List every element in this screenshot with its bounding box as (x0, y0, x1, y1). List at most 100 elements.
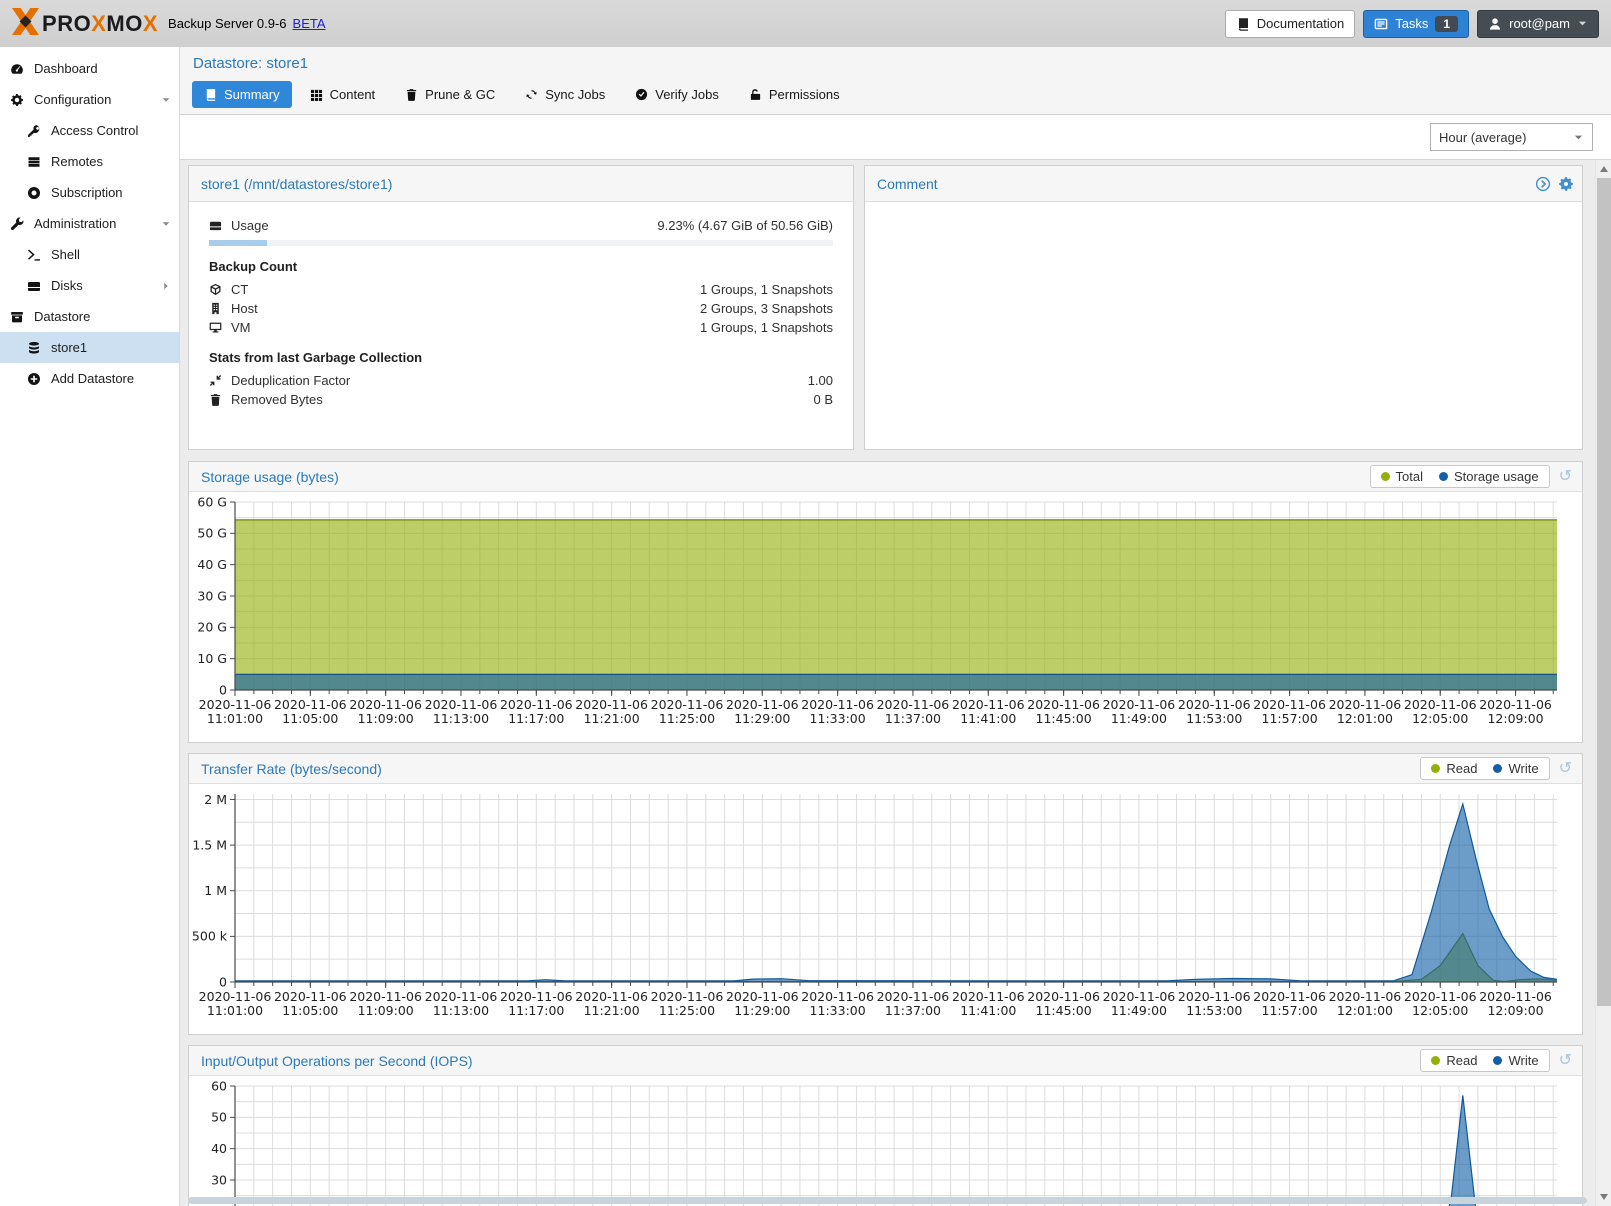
chart-panel-iops: Input/Output Operations per Second (IOPS… (188, 1045, 1583, 1206)
svg-text:11:09:00: 11:09:00 (358, 711, 414, 726)
sidebar-item-shell[interactable]: Shell (0, 239, 179, 270)
panel-header: Input/Output Operations per Second (IOPS… (189, 1046, 1582, 1076)
legend-item-total[interactable]: Total (1380, 469, 1423, 484)
tab-prune-gc[interactable]: Prune & GC (393, 81, 507, 108)
sidebar-item-administration[interactable]: Administration (0, 208, 179, 239)
svg-text:12:09:00: 12:09:00 (1487, 711, 1543, 726)
svg-text:20 G: 20 G (197, 620, 227, 635)
documentation-button[interactable]: Documentation (1224, 9, 1356, 38)
usage-progress-fill (209, 240, 267, 246)
sidebar-item-configuration[interactable]: Configuration (0, 84, 179, 115)
backup-count-heading: Backup Count (209, 259, 298, 274)
tab-sync-jobs[interactable]: Sync Jobs (513, 81, 617, 108)
svg-text:2020-11-06: 2020-11-06 (199, 989, 272, 1004)
vertical-scrollbar[interactable] (1595, 160, 1611, 1206)
tab-verify-jobs[interactable]: Verify Jobs (623, 81, 731, 108)
time-range-select[interactable]: Hour (average) (1430, 123, 1593, 151)
building-icon (209, 302, 225, 315)
trash-icon (405, 88, 418, 101)
panel-header: Transfer Rate (bytes/second) Read Write ↺ (189, 754, 1582, 784)
legend-item-read[interactable]: Read (1431, 761, 1477, 776)
stat-label: Deduplication Factor (231, 373, 351, 388)
tab-permissions[interactable]: Permissions (737, 81, 852, 108)
sidebar-item-subscription[interactable]: Subscription (0, 177, 179, 208)
stat-row-vm: VM 1 Groups, 1 Snapshots (209, 318, 833, 337)
chevron-down-icon[interactable] (161, 95, 171, 105)
stat-value: 2 Groups, 3 Snapshots (700, 301, 833, 316)
beta-link[interactable]: BETA (292, 16, 326, 31)
tab-content[interactable]: Content (298, 81, 388, 108)
svg-text:2020-11-06: 2020-11-06 (1404, 989, 1477, 1004)
legend-label: Write (1508, 1053, 1539, 1068)
undo-zoom-button[interactable]: ↺ (1558, 467, 1572, 485)
legend-item-storage-usage[interactable]: Storage usage (1439, 469, 1539, 484)
unlock-icon (749, 88, 762, 101)
svg-text:2020-11-06: 2020-11-06 (651, 989, 724, 1004)
sidebar-item-add-datastore[interactable]: Add Datastore (0, 363, 179, 394)
legend-item-write[interactable]: Write (1493, 761, 1539, 776)
sidebar-item-datastore[interactable]: Datastore (0, 301, 179, 332)
svg-text:11:41:00: 11:41:00 (960, 1003, 1016, 1018)
legend-item-read[interactable]: Read (1431, 1053, 1477, 1068)
svg-text:11:29:00: 11:29:00 (734, 711, 790, 726)
scroll-region: store1 (/mnt/datastores/store1) Usage 9.… (180, 160, 1611, 1206)
svg-text:60: 60 (211, 1078, 227, 1093)
chart-body-iops: 01020304050602020-11-0611:01:002020-11-0… (189, 1076, 1582, 1206)
chart-canvas-storage-usage[interactable]: 010 G20 G30 G40 G50 G60 G2020-11-0611:01… (189, 492, 1580, 742)
sidebar-item-label: Subscription (51, 185, 123, 200)
svg-text:2 M: 2 M (204, 792, 227, 807)
triangle-down-icon (1600, 1194, 1608, 1200)
svg-text:40 G: 40 G (197, 557, 227, 572)
sidebar-item-remotes[interactable]: Remotes (0, 146, 179, 177)
svg-text:11:21:00: 11:21:00 (584, 711, 640, 726)
sidebar-item-dashboard[interactable]: Dashboard (0, 53, 179, 84)
sidebar-item-store1[interactable]: store1 (0, 332, 179, 363)
svg-text:11:25:00: 11:25:00 (659, 711, 715, 726)
chevron-down-icon[interactable] (161, 219, 171, 229)
product-name: Backup Server 0.9-6 (168, 16, 287, 31)
svg-text:2020-11-06: 2020-11-06 (1479, 697, 1552, 712)
tab-summary[interactable]: Summary (192, 81, 292, 108)
chart-legend: Read Write (1420, 757, 1550, 780)
usage-value: 9.23% (4.67 GiB of 50.56 GiB) (657, 218, 833, 233)
scroll-up-arrow[interactable] (1596, 161, 1611, 177)
svg-text:11:37:00: 11:37:00 (885, 1003, 941, 1018)
scroll-down-arrow[interactable] (1596, 1189, 1611, 1205)
svg-text:11:53:00: 11:53:00 (1186, 1003, 1242, 1018)
svg-text:11:33:00: 11:33:00 (810, 1003, 866, 1018)
svg-text:2020-11-06: 2020-11-06 (877, 697, 950, 712)
page-title: Datastore: store1 (193, 55, 309, 72)
svg-text:11:21:00: 11:21:00 (584, 1003, 640, 1018)
svg-text:12:01:00: 12:01:00 (1337, 711, 1393, 726)
svg-text:11:25:00: 11:25:00 (659, 1003, 715, 1018)
legend-dot (1493, 1056, 1503, 1065)
usage-row: Usage 9.23% (4.67 GiB of 50.56 GiB) (209, 216, 833, 235)
stat-value: 1 Groups, 1 Snapshots (700, 282, 833, 297)
sidebar-item-access-control[interactable]: Access Control (0, 115, 179, 146)
undo-zoom-button[interactable]: ↺ (1558, 759, 1572, 777)
legend-item-write[interactable]: Write (1493, 1053, 1539, 1068)
vertical-scrollbar-thumb[interactable] (1597, 178, 1611, 1006)
sidebar-item-disks[interactable]: Disks (0, 270, 179, 301)
user-menu-button[interactable]: root@pam (1477, 9, 1599, 38)
expand-comment-button[interactable] (1535, 176, 1551, 192)
chart-canvas-iops[interactable]: 01020304050602020-11-0611:01:002020-11-0… (189, 1076, 1580, 1206)
wrench-icon (10, 217, 27, 231)
terminal-icon (27, 248, 44, 262)
svg-text:11:45:00: 11:45:00 (1036, 1003, 1092, 1018)
svg-text:500 k: 500 k (192, 929, 228, 944)
comment-settings-button[interactable] (1558, 176, 1574, 192)
panel-header: store1 (/mnt/datastores/store1) (189, 166, 853, 202)
svg-text:40: 40 (211, 1141, 227, 1156)
tasks-button[interactable]: Tasks 1 (1363, 9, 1470, 38)
tab-label: Summary (224, 87, 280, 102)
horizontal-scrollbar-thumb[interactable] (188, 1197, 1587, 1204)
chevron-right-icon[interactable] (161, 281, 171, 291)
undo-zoom-button[interactable]: ↺ (1558, 1051, 1572, 1069)
time-range-value: Hour (average) (1439, 129, 1527, 145)
svg-text:2020-11-06: 2020-11-06 (349, 697, 422, 712)
svg-text:2020-11-06: 2020-11-06 (952, 697, 1025, 712)
tasks-icon (1374, 17, 1388, 31)
